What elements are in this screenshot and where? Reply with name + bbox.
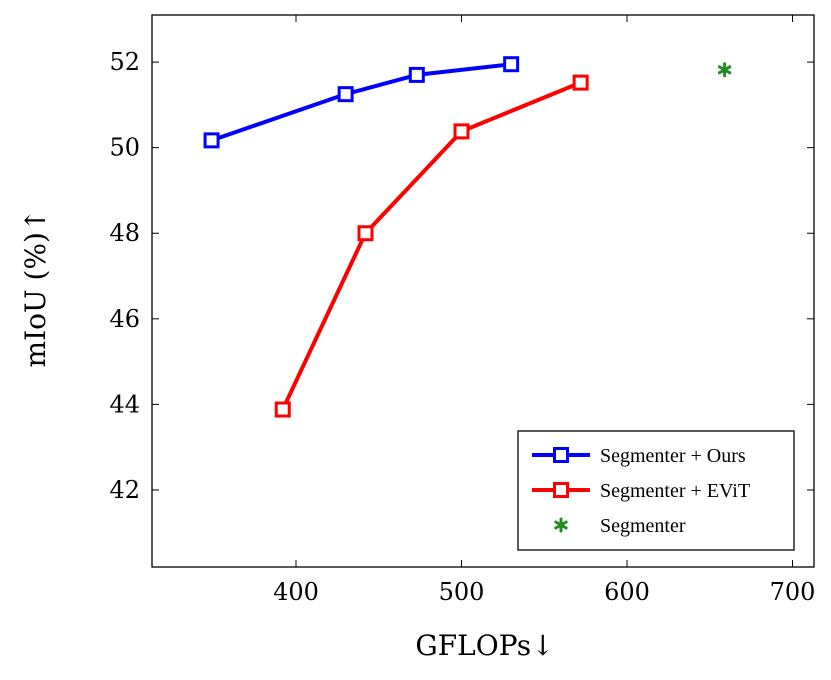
y-tick-label: 50 [109,134,140,162]
data-point [337,86,354,103]
data-point [408,66,425,83]
plot-area [151,14,815,568]
y-axis-label: mIoU (%)↑ [19,209,52,368]
series-segmenter-evit [274,74,589,418]
legend-marker [554,517,568,533]
series-line [280,80,582,411]
series-segmenter-ours [203,56,520,149]
data-point [503,56,520,73]
legend-label: Segmenter + Ours [600,445,746,467]
y-tick-label: 48 [109,219,140,247]
x-tick-label: 500 [439,578,485,606]
x-tick-label: 400 [273,578,319,606]
legend: Segmenter + Ours Segmenter + EViT Segmente… [517,430,795,551]
series-segmenter [717,62,732,78]
y-tick-label: 44 [109,390,140,418]
axis-ticks: 400 500 600 700 42 44 46 48 50 52 [109,15,815,606]
asterisk-stroke [554,520,568,530]
data-point [203,132,220,149]
x-axis-label: GFLOPs↓ [415,629,554,662]
data-point [572,74,589,91]
legend-label: Segmenter [600,515,686,537]
y-tick-label: 52 [109,48,140,76]
asterisk-stroke [717,65,732,75]
legend-entry: Segmenter + Ours [532,445,746,467]
legend-label: Segmenter + EViT [600,480,750,502]
series-line [210,62,512,143]
data-point [453,123,470,140]
x-tick-label: 600 [604,578,650,606]
data-point [357,225,374,242]
legend-entry: Segmenter + EViT [532,480,750,502]
series-layer [203,56,732,418]
data-point [717,62,732,78]
legend-marker [553,447,569,463]
x-tick-label: 700 [770,578,816,606]
plot-frame [151,14,815,568]
data-point [274,401,291,418]
y-tick-label: 46 [109,305,140,333]
y-tick-label: 42 [109,476,140,504]
legend-entry: Segmenter [554,515,686,537]
legend-marker [553,482,569,498]
